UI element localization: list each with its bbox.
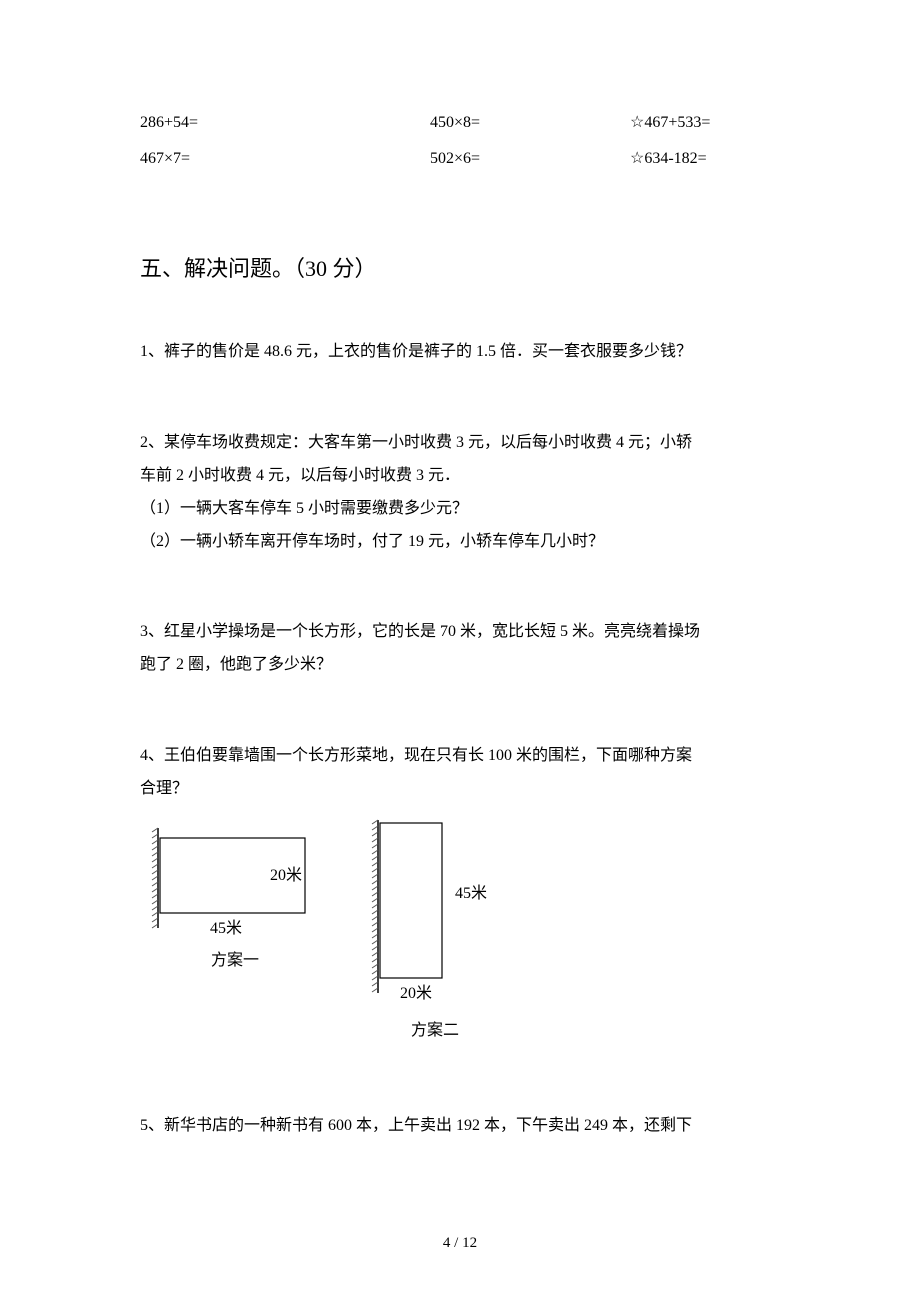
svg-text:45米: 45米: [210, 919, 242, 937]
diagram-plan-1: 20米 45米 方案一: [150, 818, 320, 1040]
calc-cell: ☆467+533=: [630, 110, 780, 136]
page-content: 286+54= 450×8= ☆467+533= 467×7= 502×6= ☆…: [0, 0, 920, 1202]
question-line: 2、某停车场收费规定：大客车第一小时收费 3 元，以后每小时收费 4 元；小轿: [140, 427, 780, 460]
question-line: 车前 2 小时收费 4 元，以后每小时收费 3 元．: [140, 460, 780, 493]
diagram-caption: 方案一: [211, 946, 259, 970]
question-3: 3、红星小学操场是一个长方形，它的长是 70 米，宽比长短 5 米。亮亮绕着操场…: [140, 616, 780, 682]
question-2: 2、某停车场收费规定：大客车第一小时收费 3 元，以后每小时收费 4 元；小轿 …: [140, 427, 780, 558]
question-line: 5、新华书店的一种新书有 600 本，上午卖出 192 本，下午卖出 249 本…: [140, 1110, 780, 1143]
calc-cell: 467×7=: [140, 146, 430, 172]
svg-text:20米: 20米: [400, 984, 432, 1002]
svg-text:20米: 20米: [270, 866, 302, 884]
calc-row: 286+54= 450×8= ☆467+533=: [140, 110, 780, 136]
diagram-svg-2: 45米 20米: [370, 818, 500, 1008]
question-line: 3、红星小学操场是一个长方形，它的长是 70 米，宽比长短 5 米。亮亮绕着操场: [140, 616, 780, 649]
diagram-caption: 方案二: [411, 1016, 459, 1040]
diagram-1-group: 20米 45米: [152, 828, 305, 937]
question-line: 4、王伯伯要靠墙围一个长方形菜地，现在只有长 100 米的围栏，下面哪种方案: [140, 740, 780, 773]
calculation-grid: 286+54= 450×8= ☆467+533= 467×7= 502×6= ☆…: [140, 110, 780, 171]
question-5: 5、新华书店的一种新书有 600 本，上午卖出 192 本，下午卖出 249 本…: [140, 1110, 780, 1143]
diagram-svg-1: 20米 45米: [150, 818, 320, 938]
calc-cell: ☆634-182=: [630, 146, 780, 172]
diagram-plan-2: 45米 20米 方案二: [370, 818, 500, 1040]
question-4: 4、王伯伯要靠墙围一个长方形菜地，现在只有长 100 米的围栏，下面哪种方案 合…: [140, 740, 780, 1040]
calc-cell: 502×6=: [430, 146, 630, 172]
question-1: 1、裤子的售价是 48.6 元，上衣的售价是裤子的 1.5 倍．买一套衣服要多少…: [140, 336, 780, 369]
diagram-2-group: 45米 20米: [372, 820, 487, 1002]
question-line: 合理？: [140, 773, 780, 806]
page-number: 4 / 12: [0, 1235, 920, 1252]
section-title: 五、解决问题。（30 分）: [140, 251, 780, 286]
question-subpart: （2）一辆小轿车离开停车场时，付了 19 元，小轿车停车几小时？: [140, 526, 780, 559]
svg-text:45米: 45米: [455, 884, 487, 902]
question-line: 跑了 2 圈，他跑了多少米？: [140, 649, 780, 682]
calc-cell: 450×8=: [430, 110, 630, 136]
calc-cell: 286+54=: [140, 110, 430, 136]
calc-row: 467×7= 502×6= ☆634-182=: [140, 146, 780, 172]
diagram-container: 20米 45米 方案一 45米 20米 方案二: [150, 818, 780, 1040]
question-text: 1、裤子的售价是 48.6 元，上衣的售价是裤子的 1.5 倍．买一套衣服要多少…: [140, 343, 692, 360]
question-subpart: （1）一辆大客车停车 5 小时需要缴费多少元？: [140, 493, 780, 526]
